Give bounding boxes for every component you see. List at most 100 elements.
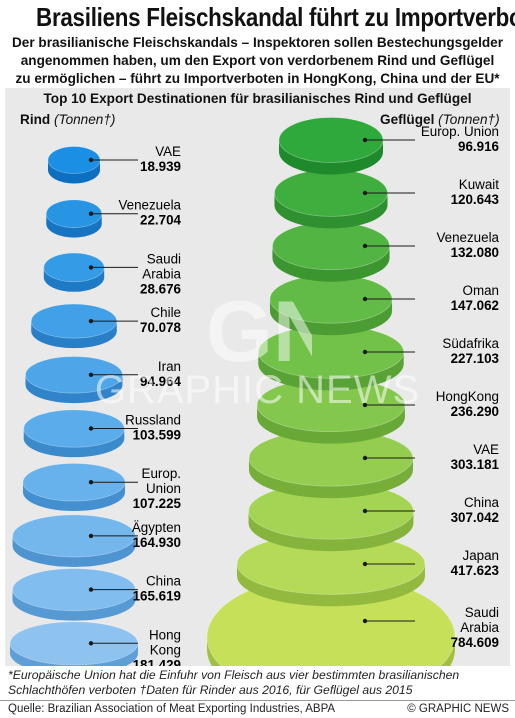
category-label: Arabia [142,266,181,281]
value-label: 147.062 [451,298,499,313]
chart-panel: Top 10 Export Destinationen für brasilia… [5,88,510,666]
category-label: Iran [158,359,181,374]
category-label: Arabia [460,620,499,635]
disc-mark [256,377,406,444]
beef-series [9,146,139,666]
footnote: *Europäische Union hat die Einfuhr von F… [8,668,513,697]
leader-dot [88,587,94,592]
category-label: Europ. [142,466,181,481]
leader-dot [88,480,94,485]
category-label: China [146,574,182,589]
poultry-unit-label: (Tonnen†) [438,112,500,127]
value-label: 784.609 [451,635,499,650]
value-label: 303.181 [451,457,500,472]
leader-dot [362,455,368,461]
value-label: 227.103 [451,351,499,366]
leader-dot [362,190,368,196]
category-label: Union [146,481,181,496]
leader-dot [88,641,94,646]
value-label: 94.964 [140,374,182,389]
value-label: 103.599 [133,428,181,443]
leader-dot [362,243,368,249]
leader-dot [88,211,94,216]
disc-mark [12,514,136,567]
disc-mark [272,221,390,282]
leader-dot [362,349,368,355]
footnote-line: Schlachthöfen verboten †Daten für Rinder… [8,682,413,697]
beef-panel-label: Rind [20,112,51,127]
disc-mark [30,303,118,349]
leader-dot [362,137,368,143]
value-label: 28.676 [140,281,181,296]
disc-mark [9,621,139,666]
disc-mark [257,325,405,391]
value-label: 165.619 [133,589,181,604]
copyright-text: © GRAPHIC NEWS [407,703,509,715]
category-label: Europ. Union [421,124,499,139]
category-label: Saudi [465,605,499,620]
subtitle-line: zu ermöglichen – führt zu Importverboten… [15,71,500,86]
leader-dot [88,533,94,539]
leader-dot [362,296,368,302]
disc-mark [43,252,105,292]
value-label: 307.042 [451,510,499,525]
disc-mark [47,146,101,184]
value-label: 417.623 [451,563,499,578]
value-label: 164.930 [133,535,181,550]
category-label: VAE [155,144,181,159]
category-label: VAE [473,442,499,457]
category-label: Venezuela [118,198,181,213]
footnote-line: *Europäische Union hat die Einfuhr von F… [8,668,460,682]
leader-dot [362,561,368,567]
value-label: 107.225 [133,496,182,511]
category-label: Südafrika [442,336,499,351]
disc-mark [248,429,414,499]
value-label: 18.939 [140,159,181,174]
value-label: 70.078 [140,320,182,335]
subtitle: Der brasilianische Fleischskandals – Ins… [4,34,511,88]
leader-dot [88,265,94,270]
leader-dot [88,426,94,431]
disc-mark [274,169,388,229]
leader-dot [88,372,94,377]
value-label: 236.290 [451,404,499,419]
category-label: Kuwait [459,177,499,192]
stacked-disc-chart: VAE18.939Venezuela22.704SaudiArabia28.67… [9,117,500,666]
leader-dot [88,318,94,324]
category-label: Venezuela [436,230,499,245]
leader-dot [362,508,368,514]
category-label: Kong [150,642,181,657]
footer: Quelle: Brazilian Association of Meat Ex… [0,700,515,718]
disc-mark [269,274,393,336]
category-label: Japan [463,548,499,563]
category-label: Hong [149,627,181,642]
disc-mark [278,117,384,175]
value-label: 96.916 [458,139,499,154]
leader-dot [362,402,368,408]
subtitle-line: angenommen haben, um den Export von verd… [20,53,495,68]
poultry-panel-label: Geflügel [380,112,435,127]
disc-mark [12,568,136,621]
disc-mark [22,462,126,512]
beef-panel-heading: Rind (Tonnen†) [20,111,115,129]
leader-dot [362,618,368,624]
category-label: Saudi [147,251,181,266]
poultry-series [206,117,456,666]
leader-dot [88,157,94,163]
source-text: Quelle: Brazilian Association of Meat Ex… [8,703,336,715]
value-label: 22.704 [140,213,182,228]
beef-unit-label: (Tonnen†) [53,112,116,127]
disc-mark [236,533,426,607]
category-label: Chile [150,305,181,320]
poultry-panel-heading: Geflügel (Tonnen†) [380,111,500,129]
category-label: Oman [463,283,499,298]
disc-mark [45,199,103,238]
category-label: HongKong [436,389,499,404]
category-label: China [464,495,500,510]
chart-title: Top 10 Export Destinationen für brasilia… [43,91,472,106]
value-label: 132.080 [451,245,499,260]
value-label: 120.643 [451,192,499,207]
value-label: 181.429 [133,657,181,666]
page-title: Brasiliens Fleischskandal führt zu Impor… [36,2,515,32]
category-label: Ägypten [132,520,181,535]
